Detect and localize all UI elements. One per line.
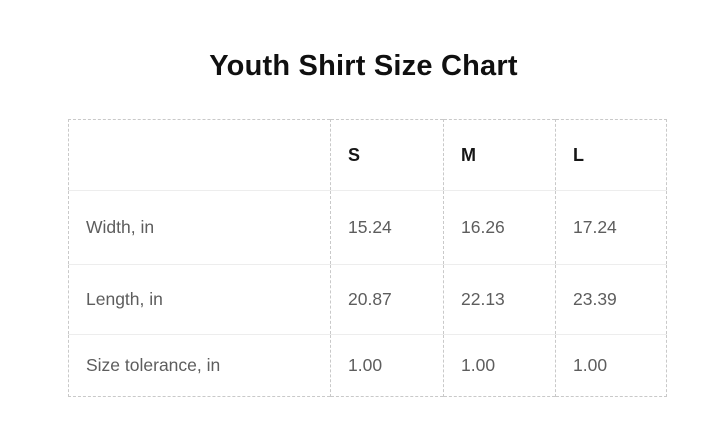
header-cell-size-s: S <box>330 119 444 191</box>
tolerance-value-l: 1.00 <box>555 334 667 397</box>
tolerance-value-m: 1.00 <box>443 334 556 397</box>
table-header-row: S M L <box>69 119 667 191</box>
table-row-size-tolerance: Size tolerance, in 1.00 1.00 1.00 <box>68 334 667 397</box>
table-row-width: Width, in 15.24 16.26 17.24 <box>68 190 667 265</box>
page-title: Youth Shirt Size Chart <box>209 50 518 82</box>
width-value-m: 16.26 <box>443 190 556 265</box>
header-cell-size-l: L <box>555 119 667 191</box>
row-label-size-tolerance: Size tolerance, in <box>68 334 331 397</box>
length-value-m: 22.13 <box>443 264 556 335</box>
header-cell-size-m: M <box>443 119 556 191</box>
row-label-width: Width, in <box>68 190 331 265</box>
tolerance-value-s: 1.00 <box>330 334 444 397</box>
width-value-l: 17.24 <box>555 190 667 265</box>
length-value-s: 20.87 <box>330 264 444 335</box>
header-cell-empty <box>69 120 331 191</box>
size-chart-table: S M L Width, in 15.24 16.26 17.24 Length… <box>68 119 667 397</box>
width-value-s: 15.24 <box>330 190 444 265</box>
row-label-length: Length, in <box>68 264 331 335</box>
length-value-l: 23.39 <box>555 264 667 335</box>
table-row-length: Length, in 20.87 22.13 23.39 <box>68 264 667 335</box>
